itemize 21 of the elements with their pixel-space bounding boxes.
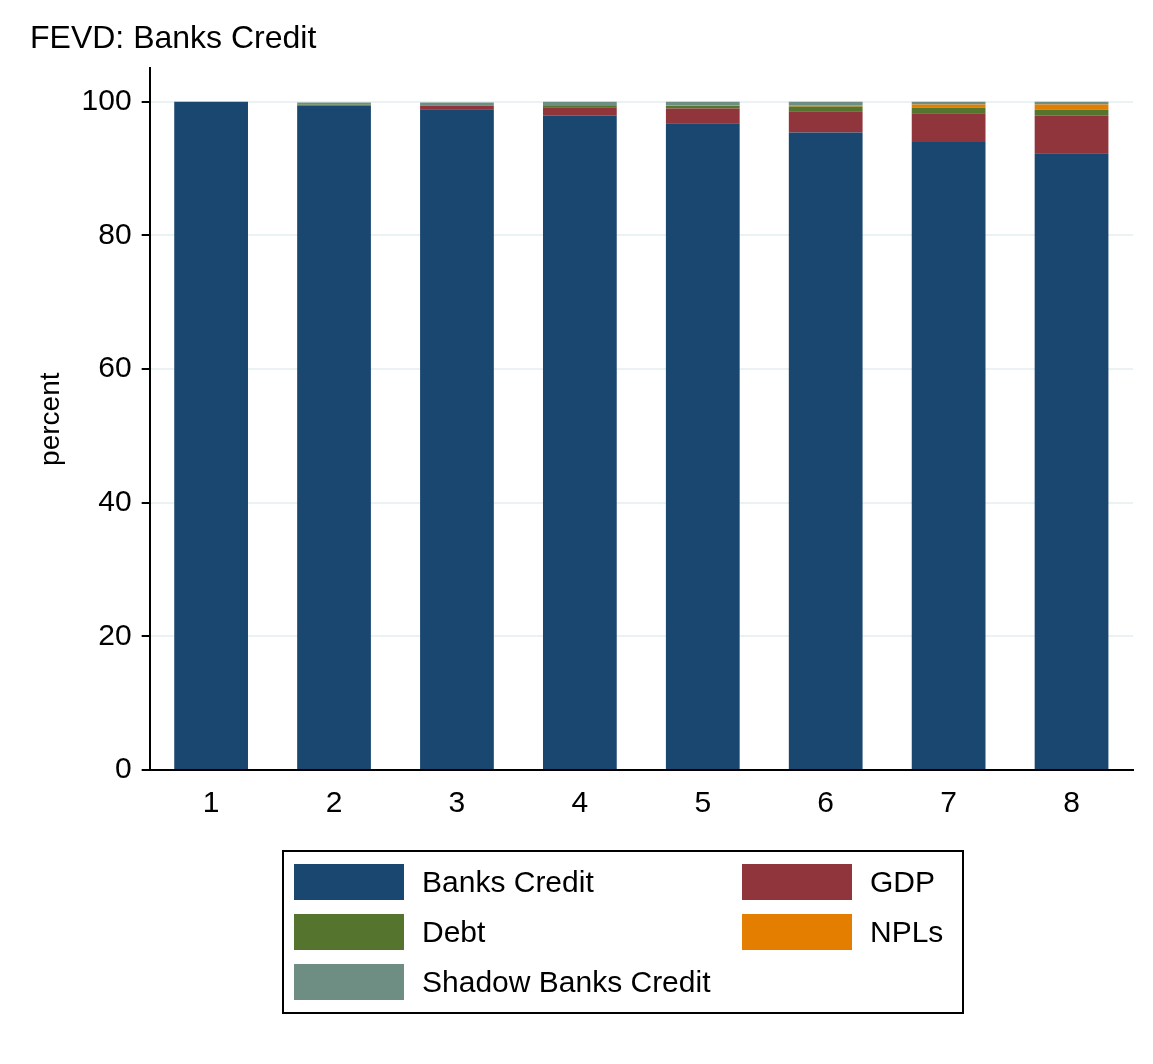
- y-tick-label: 60: [98, 350, 132, 384]
- legend-label: Shadow Banks Credit: [422, 965, 711, 999]
- x-tick-label: 7: [940, 785, 957, 819]
- y-tick-label: 40: [98, 483, 132, 517]
- chart-title: FEVD: Banks Credit: [30, 19, 317, 56]
- x-tick-label: 8: [1063, 785, 1080, 819]
- y-tick-label: 80: [98, 216, 132, 250]
- x-tick-label: 1: [202, 785, 220, 819]
- x-tick-label: 4: [571, 785, 589, 819]
- legend-label: NPLs: [870, 915, 944, 949]
- legend-label: GDP: [870, 865, 936, 899]
- x-tick-label: 2: [325, 785, 343, 819]
- legend-label: Debt: [422, 915, 486, 949]
- x-tick-label: 3: [448, 785, 466, 819]
- legend-label: Banks Credit: [422, 865, 594, 899]
- y-tick-label: 20: [98, 617, 132, 651]
- y-tick-label: 0: [114, 751, 132, 785]
- y-tick-label: 100: [81, 83, 132, 117]
- x-tick-label: 6: [817, 785, 835, 819]
- y-axis-title: percent: [33, 372, 65, 466]
- x-tick-label: 5: [694, 785, 712, 819]
